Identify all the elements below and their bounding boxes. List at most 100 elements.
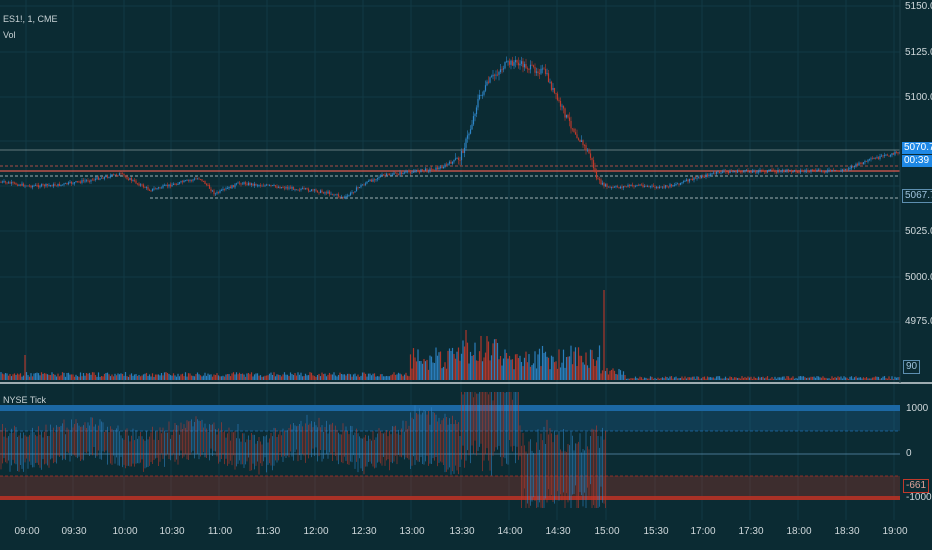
low-marker-tag[interactable]: 5067.75 [902,189,932,203]
candle-body [684,180,686,182]
volume-bar [438,352,440,380]
volume-bar [141,375,143,380]
volume-bar [363,372,365,380]
volume-bar [148,374,151,380]
candle-body [810,169,812,172]
last-price-tag[interactable]: 5070.75 [902,142,932,154]
volume-bar [139,376,142,380]
candle-body [882,155,884,157]
volume-bar [691,376,694,380]
subpanel-label[interactable]: NYSE Tick [3,395,47,405]
volume-bar [69,374,71,380]
candle-body [319,190,322,193]
candle-body [160,187,163,189]
candle-body [594,168,596,171]
volume-bar [204,372,206,380]
candle-body [805,170,808,172]
candle-body [372,179,374,182]
volume-bar [678,378,680,380]
volume-bar [487,341,490,380]
volume-bar [661,377,664,380]
candle-body [334,194,337,196]
volume-bar [660,378,662,380]
candle-body [426,168,428,172]
volume-bar [1,373,4,380]
price-tick: 5000.00 [905,272,932,283]
candle-body [528,69,530,70]
candle-body [241,183,244,185]
candle-body [888,155,890,157]
candle-body [523,64,526,68]
volume-bar [702,376,704,380]
grid-lines [0,0,900,520]
candle-body [844,169,847,170]
volume-label[interactable]: Vol [3,30,16,40]
volume-bar [127,376,130,380]
candle-body [370,179,373,182]
volume-bar [838,377,841,380]
volume-bar [855,376,857,380]
volume-bar [813,376,815,380]
candle-body [283,187,286,189]
candle-body [600,179,602,185]
volume-bar [588,367,590,380]
candle-body [445,164,448,166]
volume-bar [102,376,104,380]
volume-bar [672,378,674,380]
volume-bar [271,374,274,380]
candle-body [10,182,13,184]
candle-body [220,189,223,191]
candle-body [870,158,872,160]
volume-bar [517,358,520,380]
candle-body [624,186,626,188]
volume-bar [565,357,568,380]
volume-bar [297,372,299,380]
candle-body [606,184,608,187]
volume-bar [480,335,482,380]
volume-bar [411,368,413,380]
candle-body [562,105,565,109]
volume-bar [223,376,226,380]
candle-body [772,170,775,172]
tick-last-tag: -661 [903,479,930,493]
volume-bar [703,376,706,380]
candle-body [204,181,206,185]
volume-bar [151,373,154,380]
volume-bar [442,366,445,380]
candle-body [18,184,20,186]
candle-body [678,183,680,185]
candle-body [820,170,823,172]
volume-bar [103,373,106,380]
candle-body [132,180,134,182]
volume-bar [687,377,689,380]
volume-bar [846,377,848,380]
candle-body [258,185,260,186]
candle-body [388,174,391,176]
candle-body [555,93,557,94]
candle-body [618,187,620,189]
volume-bar [732,378,734,380]
candle-body [343,197,346,199]
candle-body [232,185,235,188]
candle-body [895,151,898,153]
candle-body [313,189,316,191]
volume-bar [409,354,412,380]
candle-body [292,186,295,190]
candle-body [687,179,689,182]
candle-body [109,175,112,178]
candle-body [601,182,604,185]
candle-body [342,196,344,198]
symbol-label[interactable]: ES1!, 1, CME [3,14,58,24]
volume-bar [507,358,509,380]
candle-body [429,168,431,171]
candle-body [177,183,179,185]
candle-body [196,178,199,180]
volume-bar [541,345,544,380]
candle-body [391,174,394,176]
candle-body [211,190,214,192]
volume-bar [784,378,787,380]
candle-body [295,189,298,191]
upper-band [0,405,900,411]
volume-bar [7,375,10,380]
